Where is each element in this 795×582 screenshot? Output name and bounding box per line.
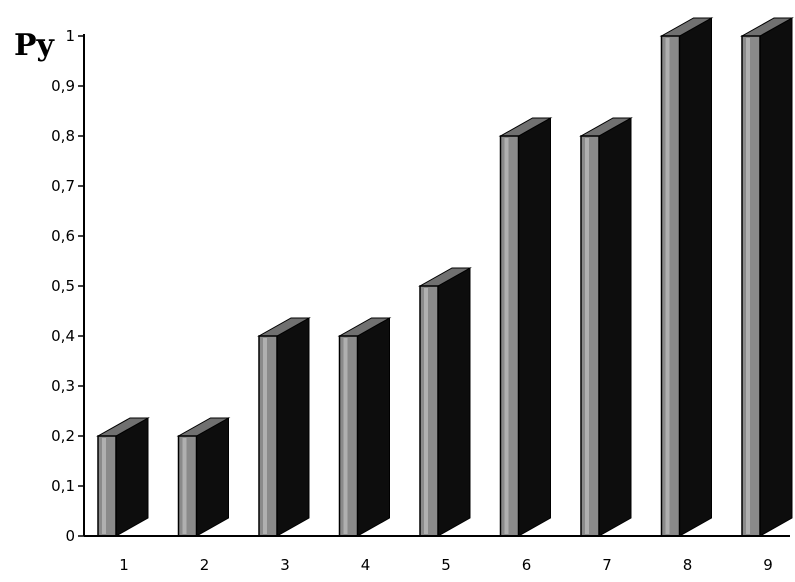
bar [340, 318, 390, 536]
y-axis: 0 0,1 0,2 0,3 0,4 0,5 0,6 0,7 0,8 0,9 1 [51, 27, 84, 545]
y-tick-label: 0,3 [51, 377, 75, 395]
bar-side-face [358, 318, 390, 536]
y-tick-label: 0,2 [51, 427, 75, 445]
bar-side-face [519, 118, 551, 536]
x-axis-labels: 1 2 3 4 5 6 7 8 9 [119, 556, 773, 574]
x-tick-label: 6 [522, 556, 532, 574]
y-tick-label: 0 [65, 527, 75, 545]
x-tick-label: 8 [683, 556, 693, 574]
x-tick-label: 1 [119, 556, 129, 574]
bar-highlight [666, 38, 670, 534]
bar-front-face [581, 136, 599, 536]
bar-highlight [102, 438, 106, 534]
bar [259, 318, 309, 536]
bar-side-face [197, 418, 229, 536]
bar-highlight [263, 338, 267, 534]
x-tick-label: 7 [602, 556, 612, 574]
y-tick-label: 0,1 [51, 477, 75, 495]
bar-side-face [760, 18, 792, 536]
y-tick-label: 0,5 [51, 277, 75, 295]
x-tick-label: 9 [763, 556, 773, 574]
bar-side-face [116, 418, 148, 536]
bar-front-face [259, 336, 277, 536]
bar [98, 418, 148, 536]
x-tick-label: 3 [280, 556, 290, 574]
bar-front-face [98, 436, 116, 536]
y-tick-label: 1 [65, 27, 75, 45]
bars-group [84, 18, 792, 536]
bar-front-face [420, 286, 438, 536]
bar [501, 118, 551, 536]
y-axis-title: Py [14, 28, 56, 63]
bar-highlight [183, 438, 187, 534]
bar-highlight [424, 288, 428, 534]
bar-side-face [438, 268, 470, 536]
bar-side-face [599, 118, 631, 536]
bar-side-face [277, 318, 309, 536]
bar-highlight [505, 138, 509, 534]
bar [179, 418, 229, 536]
bar-highlight [344, 338, 348, 534]
bar-highlight [746, 38, 750, 534]
x-tick-label: 5 [441, 556, 451, 574]
bar-front-face [340, 336, 358, 536]
bar-front-face [179, 436, 197, 536]
bar [581, 118, 631, 536]
bar [742, 18, 792, 536]
y-tick-label: 0,8 [51, 127, 75, 145]
y-tick-label: 0,4 [51, 327, 75, 345]
y-tick-label: 0,9 [51, 77, 75, 95]
y-tick-label: 0,7 [51, 177, 75, 195]
x-tick-label: 2 [200, 556, 210, 574]
bar-front-face [742, 36, 760, 536]
bar-side-face [680, 18, 712, 536]
bar-front-face [501, 136, 519, 536]
y-tick-label: 0,6 [51, 227, 75, 245]
bar-highlight [585, 138, 589, 534]
x-tick-label: 4 [361, 556, 371, 574]
bar-front-face [662, 36, 680, 536]
bar [420, 268, 470, 536]
bar [662, 18, 712, 536]
